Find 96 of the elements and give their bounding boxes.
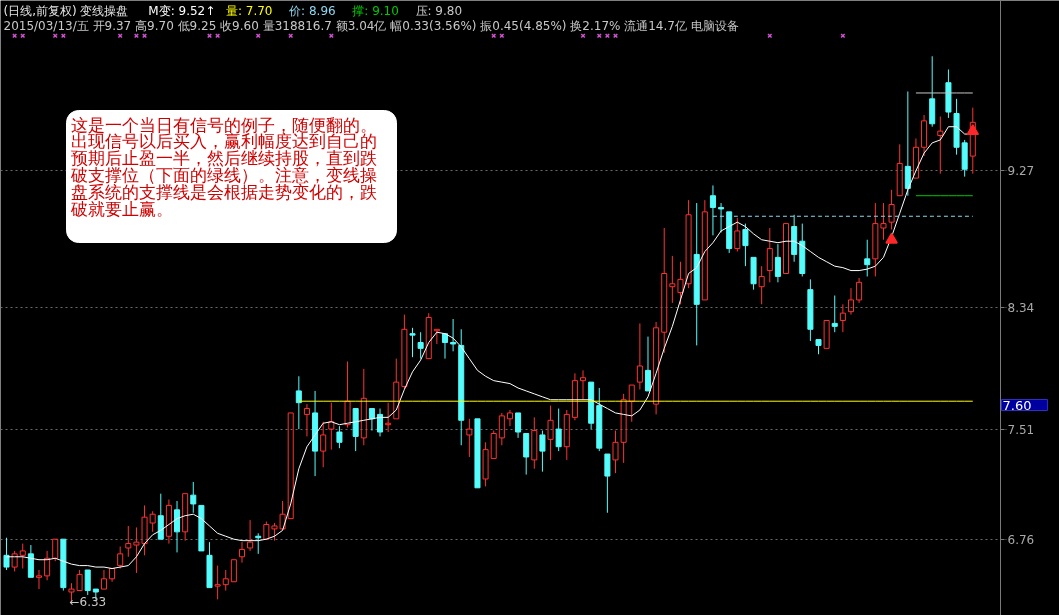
candlestick: [214, 565, 221, 600]
candlestick: [864, 239, 871, 277]
candlestick: [19, 543, 26, 570]
candlestick: [149, 510, 156, 533]
candlestick: [393, 358, 400, 420]
y-tick-label: 7.51: [1007, 422, 1035, 437]
candlestick: [458, 328, 465, 446]
candlestick: [312, 390, 319, 477]
candlestick: [441, 333, 449, 360]
candlestick: [653, 321, 660, 415]
candlestick: [839, 303, 846, 333]
candlestick: [856, 277, 863, 304]
candlestick: [247, 519, 254, 552]
candlestick: [896, 143, 903, 197]
candlestick: [328, 402, 335, 451]
candlestick: [174, 500, 181, 553]
candlestick: [320, 421, 327, 468]
candlestick: [604, 453, 611, 514]
candlestick: [701, 199, 708, 301]
candlestick: [644, 336, 652, 392]
candlestick: [506, 409, 513, 427]
candlestick: [807, 278, 814, 342]
text: 7.60: [1002, 397, 1032, 413]
candlestick: [661, 227, 668, 354]
candlestick: [190, 481, 197, 514]
candlestick: [182, 493, 189, 542]
candlestick: [791, 214, 798, 263]
candlestick: [3, 537, 10, 571]
candlestick: [709, 184, 716, 236]
candlestick: [774, 243, 781, 283]
candlestick: [206, 541, 213, 589]
candlestick: [27, 544, 34, 578]
candlestick: [750, 256, 757, 291]
candlestick: [571, 372, 578, 421]
candlestick: [125, 525, 132, 558]
text: M变: 9.52↑: [148, 3, 216, 18]
candlestick: [352, 408, 359, 452]
candlestick: [718, 202, 725, 233]
text: 压: 9.80: [415, 3, 463, 18]
candlestick: [360, 368, 367, 446]
candlestick: [799, 223, 806, 277]
candlestick: [953, 98, 960, 156]
candlestick: [466, 418, 473, 458]
candlestick: [961, 139, 968, 178]
candlestick: [726, 211, 733, 254]
text: 撑: 9.10: [352, 3, 399, 18]
candlestick: [921, 114, 928, 157]
candlestick: [742, 223, 749, 267]
candlestick: [628, 384, 635, 423]
candlestick: [539, 430, 546, 473]
candlestick: [636, 322, 643, 390]
candlestick: [523, 433, 530, 476]
candlestick: [969, 107, 976, 175]
candlestick: [596, 387, 603, 452]
candlestick: [588, 381, 595, 430]
candlestick: [60, 538, 67, 592]
candlestick: [417, 331, 424, 360]
candlestick: [929, 55, 936, 128]
candlestick: [165, 499, 172, 545]
candlestick: [758, 265, 765, 305]
text: 量: 7.70: [225, 3, 273, 18]
candlestick: [766, 227, 773, 283]
candlestick: [888, 189, 895, 230]
candlestick: [450, 318, 457, 352]
candlestick: [84, 569, 91, 596]
candlestick: [904, 91, 911, 197]
candlestick: [620, 393, 627, 464]
candlestick: [847, 287, 855, 316]
annotation: 这是一个当日有信号的例子，随便翻的。出现信号以后买入，赢利幅度达到自己的预期后止盈一半，然后继续持股，直到跌破支撑位（下面的绿线）。注意，变线操盘系统的支撑线是会根据走势变化的，跌破就要止赢。: [69, 114, 377, 219]
candlestick: [425, 312, 432, 360]
y-tick-label: 6.76: [1007, 532, 1035, 547]
candlestick: [555, 408, 562, 452]
y-tick-label: 8.34: [1007, 300, 1035, 315]
candlestick: [531, 416, 538, 470]
candlestick: [693, 202, 700, 346]
candlestick: [109, 568, 116, 583]
candlestick: [368, 408, 375, 432]
candlestick: [945, 68, 952, 119]
y-tick-label: 9.27: [1007, 164, 1035, 179]
candlestick: [409, 327, 416, 358]
candlestick: [295, 375, 302, 430]
candlestick: [385, 402, 392, 433]
chart-title: (日线,前复权) 变线操盘: [3, 3, 129, 18]
candlestick: [912, 137, 919, 179]
candlestick: [44, 550, 51, 581]
candlestick: [377, 408, 384, 437]
candlestick: [515, 412, 522, 439]
text: 2015/03/13/五 开9.37 高9.70 低9.25 收9.60 量318816.7 额3.04亿 幅0.33(3.56%) 振0.45(4.85%) 换2.17% 流通14.7亿 电脑设备: [3, 18, 739, 33]
candlestick: [222, 569, 229, 592]
annotation: ←6.33: [69, 595, 107, 610]
candlestick: [157, 493, 164, 540]
candlestick: [563, 409, 570, 461]
candlestick: [937, 115, 944, 175]
candlestick: [831, 295, 838, 333]
candlestick: [433, 328, 440, 345]
text: 价: 8.96: [288, 3, 336, 18]
